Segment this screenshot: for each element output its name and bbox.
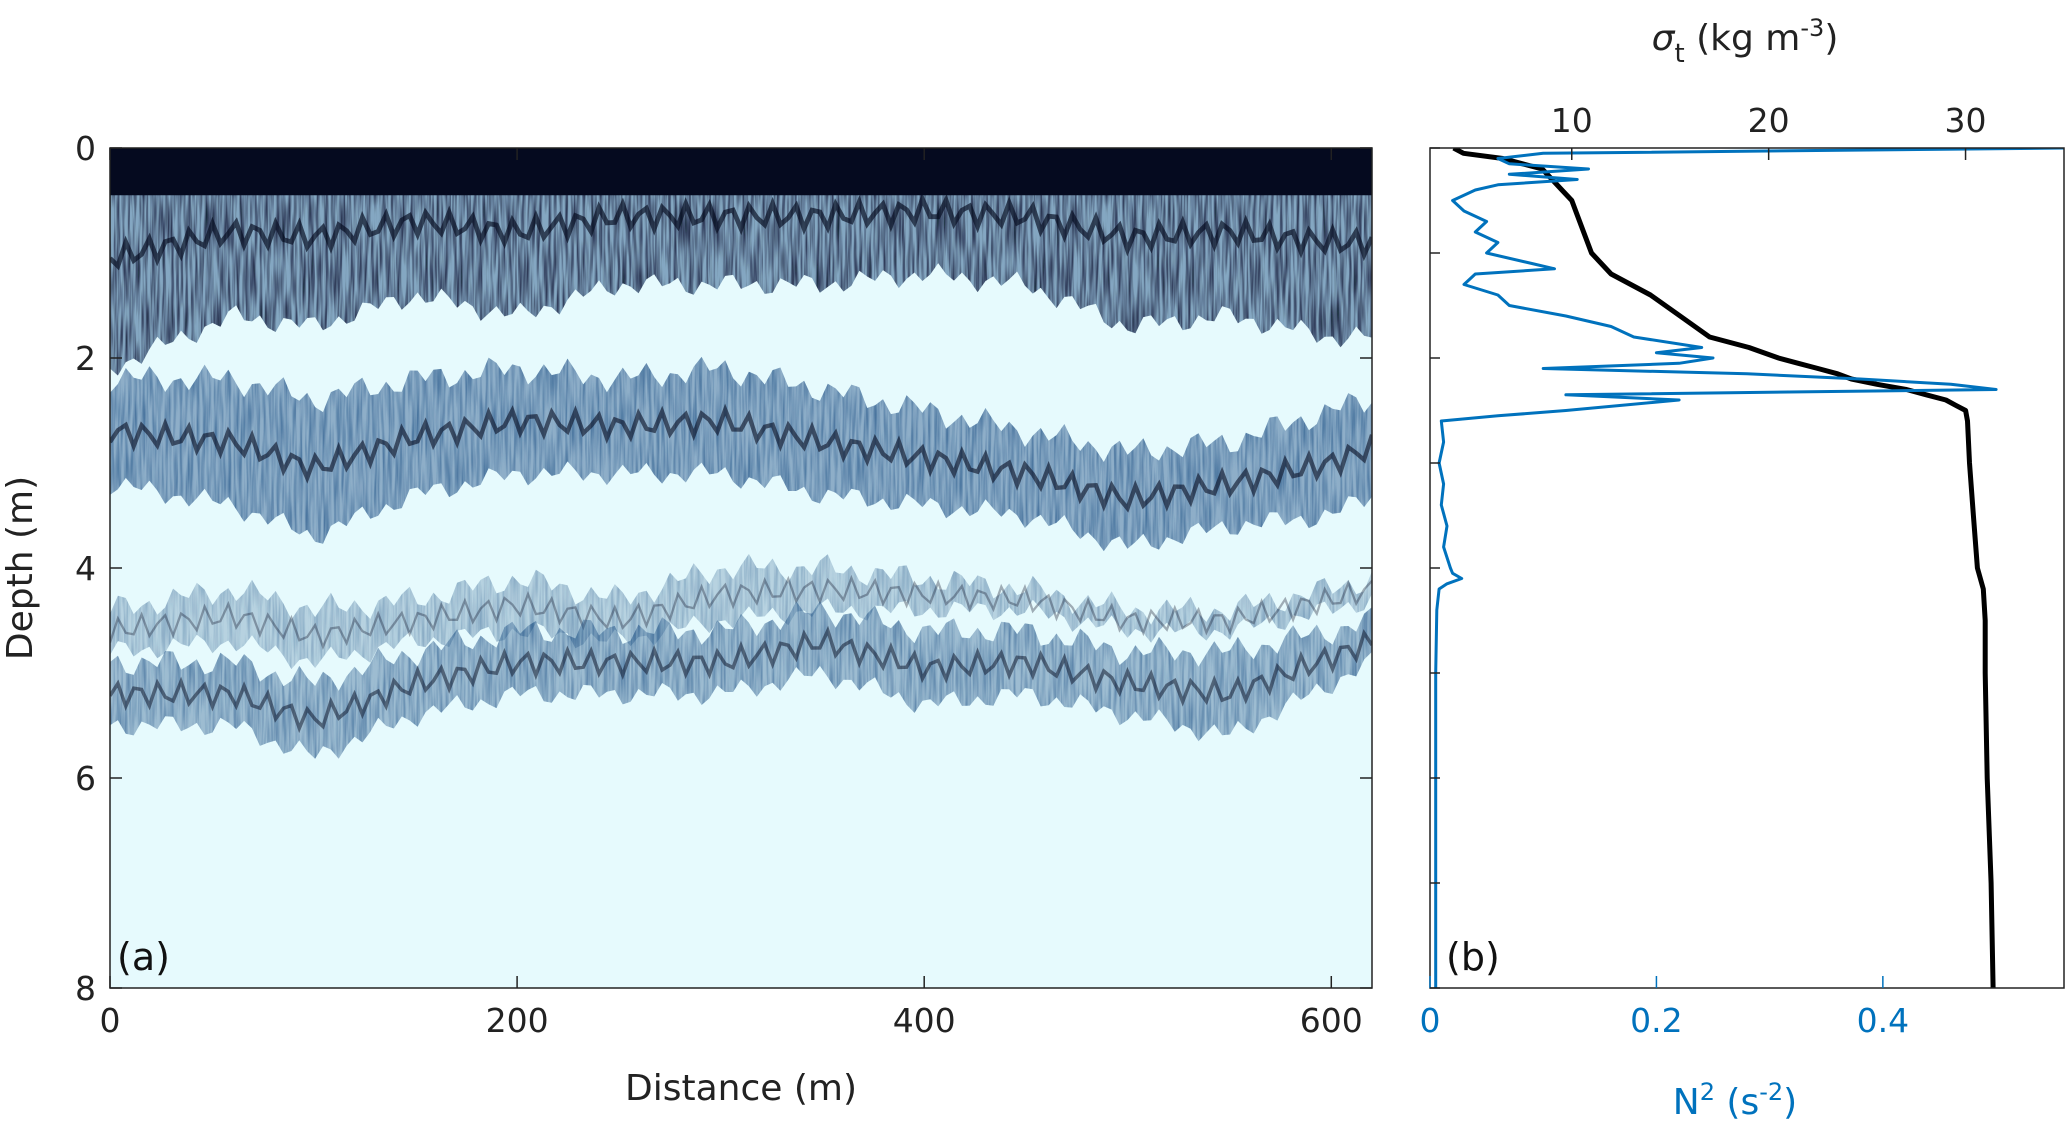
n2-symbol: N [1673,1082,1700,1123]
echogram-bands [110,148,1372,759]
x-tick-label: 400 [893,1001,956,1040]
n2-close: ) [1783,1082,1797,1123]
y-axis-label-depth: Depth (m) [0,476,41,660]
sigma-close: ) [1824,18,1838,59]
n2-exponent: 2 [1700,1078,1715,1106]
n2-unit-exponent: -2 [1759,1078,1783,1106]
echo-band-texture-deep-upper [110,553,1372,670]
echo-band-core-thermocline [110,403,1372,513]
echo-band-core-deep-upper [110,574,1372,650]
sigma-t-profile-line [1452,148,1996,988]
echo-band-texture-deep-lower [110,601,1372,759]
top-tick-label: 20 [1748,101,1790,140]
bottom-tick-label: 0 [1420,1001,1441,1040]
profile-ticks: 10 20 30 0 0.2 0.4 [1420,101,1987,1040]
echo-band-core-deep-lower [110,625,1372,734]
top-tick-label: 30 [1945,101,1987,140]
x-axis-label-distance: Distance (m) [625,1068,857,1109]
y-tick-label: 2 [75,339,96,378]
sigma-symbol: σ [1652,18,1676,59]
profile-lines [1434,148,2064,988]
echo-surface-strip [110,148,1372,196]
echogram-panel: 0 200 400 600 0 2 4 6 8 (a) Distance (m) Depth (… [0,129,1373,1109]
n2-unit: (s [1715,1082,1759,1123]
profile-panel: 10 20 30 0 0.2 0.4 (b) σt (kg m-3) N2 (s-2) [1420,14,2065,1123]
x-tick-label: 0 [100,1001,121,1040]
top-tick-label: 10 [1551,101,1593,140]
top-axis-label-sigma: σt (kg m-3) [1652,14,1839,69]
y-tick-label: 8 [75,969,96,1008]
x-tick-label: 600 [1300,1001,1363,1040]
n2-profile-line [1434,148,2064,988]
bottom-tick-label: 0.4 [1857,1001,1909,1040]
panel-label-a: (a) [117,935,170,979]
echogram-ticks: 0 200 400 600 0 2 4 6 8 [75,129,1372,1040]
panel-label-b: (b) [1446,935,1500,979]
sigma-unit-exponent: -3 [1800,14,1824,42]
x-tick-label: 200 [486,1001,549,1040]
echo-band-texture-surface [110,148,1372,376]
y-tick-label: 6 [75,759,96,798]
echo-band-texture-thermocline [110,356,1372,552]
echo-band-core-surface [110,192,1372,271]
y-tick-label: 4 [75,549,96,588]
sigma-subscript: t [1674,39,1684,69]
profile-background [1430,148,2064,988]
bottom-tick-label: 0.2 [1630,1001,1682,1040]
bottom-axis-label-n2: N2 (s-2) [1673,1078,1797,1123]
sigma-unit: (kg m [1685,18,1801,59]
y-tick-label: 0 [75,129,96,168]
